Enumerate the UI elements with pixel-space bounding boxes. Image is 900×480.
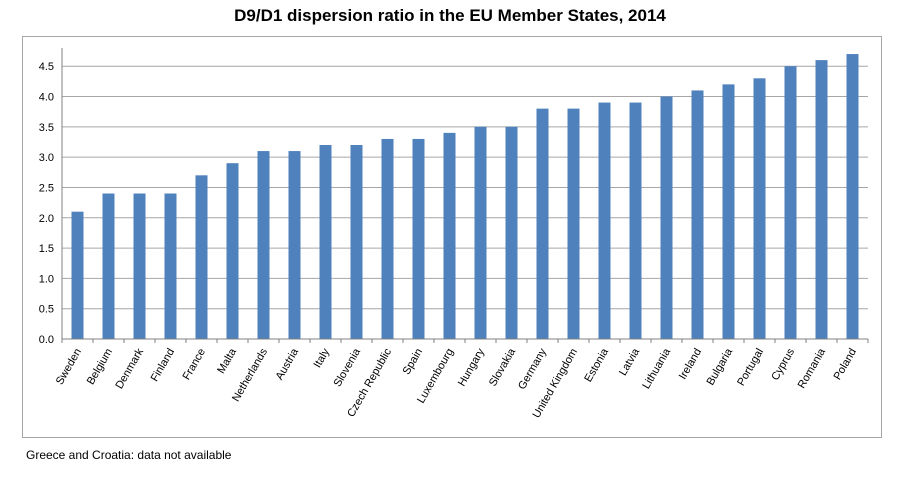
y-tick-label: 2.0 (39, 213, 54, 225)
bar (257, 151, 270, 339)
x-category-label: Poland (832, 347, 860, 383)
y-tick-label: 1.0 (39, 273, 54, 285)
bar (753, 78, 766, 339)
x-category-label: Austria (274, 346, 302, 382)
x-category-label: Latvia (617, 346, 643, 378)
bar (164, 193, 177, 339)
x-category-label: Cyprus (769, 346, 797, 383)
y-tick-label: 0.0 (39, 334, 54, 346)
bar-chart: 0.0 0.5 1.0 1.5 2.0 2.5 3.0 3.5 4.0 4.5 Sweden Belg… (39, 48, 869, 420)
y-tick-label: 3.0 (39, 152, 54, 164)
y-tick-label: 4.5 (39, 61, 54, 73)
x-category-label: Belgium (85, 347, 115, 387)
bar (102, 193, 115, 339)
chart-frame (22, 36, 882, 438)
bar (536, 108, 549, 339)
bar (319, 145, 332, 339)
bar (412, 138, 425, 339)
chart-footnote: Greece and Croatia: data not available (26, 448, 232, 462)
x-category-label: Portugal (735, 347, 766, 388)
x-category-label: Italy (312, 346, 333, 370)
x-category-label: Germany (516, 346, 549, 392)
x-category-label: Lithuania (640, 346, 673, 391)
bar (598, 102, 611, 339)
bar (505, 126, 518, 339)
x-category-label: Spain (401, 347, 425, 377)
bar (381, 138, 394, 339)
x-category-label: Hungary (456, 346, 487, 388)
bar (567, 108, 580, 339)
x-category-label: Bulgaria (705, 346, 736, 388)
x-category-label: Ireland (677, 347, 704, 382)
bar (350, 145, 363, 339)
x-category-label: Estonia (582, 346, 611, 385)
y-tick-label: 3.5 (39, 122, 54, 134)
y-tick-label: 1.5 (39, 243, 54, 255)
x-category-label: Finland (149, 347, 177, 384)
bar (226, 163, 239, 339)
y-tick-label: 0.5 (39, 304, 54, 316)
x-category-label: Sweden (54, 347, 84, 387)
bar (815, 60, 828, 339)
bar (629, 102, 642, 339)
bar (474, 126, 487, 339)
bar (722, 84, 735, 339)
bar (71, 211, 84, 339)
bar (784, 66, 797, 339)
bar (288, 151, 301, 339)
y-tick-label: 2.5 (39, 182, 54, 194)
y-tick-label: 4.0 (39, 92, 54, 104)
x-category-label: Denmark (113, 346, 146, 391)
x-category-label: France (181, 347, 209, 383)
x-category-label: Romania (796, 346, 829, 391)
chart-title: D9/D1 dispersion ratio in the EU Member … (234, 6, 666, 25)
bar (660, 96, 673, 339)
x-category-label: Slovenia (332, 346, 364, 389)
bar (195, 175, 208, 339)
bar (846, 54, 859, 339)
x-category-label: Slovakia (487, 346, 519, 389)
bar (443, 132, 456, 339)
x-category-label: Malta (215, 346, 239, 376)
bar (133, 193, 146, 339)
bar (691, 90, 704, 339)
